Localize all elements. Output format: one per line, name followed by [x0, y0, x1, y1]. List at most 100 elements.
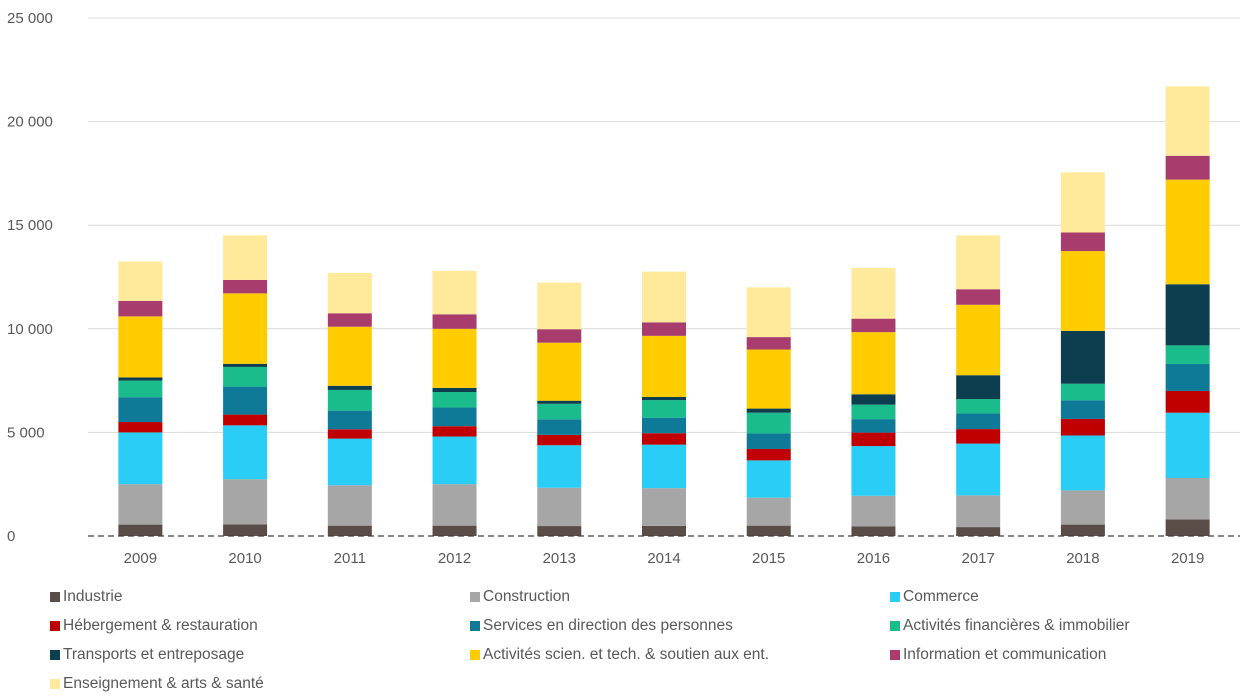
x-tick-label: 2016: [857, 550, 890, 567]
bar-segment-2018: [1060, 400, 1105, 419]
bar-segment-2019: [1165, 345, 1210, 365]
bar-segment-2015: [746, 408, 791, 413]
legend-item: Activités scien. et tech. & soutien aux …: [470, 646, 769, 664]
legend-swatch: [890, 650, 900, 660]
bar-segment-2015: [746, 525, 791, 536]
bar-segment-2011: [327, 429, 372, 439]
bar-segment-2010: [223, 479, 268, 525]
bar-segment-2014: [642, 417, 686, 434]
bar-segment-2016: [851, 404, 896, 420]
legend-label: Activités financières & immobilier: [903, 617, 1130, 634]
bar-segment-2010: [223, 235, 268, 280]
bar-segment-2018: [1060, 330, 1105, 384]
bar-segment-2012: [432, 314, 477, 329]
x-tick-label: 2018: [1066, 550, 1099, 567]
legend-swatch: [470, 592, 480, 602]
bar-segment-2019: [1165, 390, 1210, 413]
bar-segment-2012: [432, 525, 477, 536]
legend-label: Construction: [483, 588, 571, 605]
bar-segment-2016: [851, 318, 896, 333]
bar-segment-2018: [1060, 251, 1105, 331]
bar-segment-2010: [223, 414, 268, 426]
bar-segment-2015: [746, 337, 791, 350]
bar-segment-2018: [1060, 524, 1105, 536]
bar-segment-2014: [642, 444, 686, 489]
x-tick-label: 2010: [228, 550, 261, 567]
bar-segment-2009: [118, 484, 163, 525]
bar-segment-2014: [642, 271, 686, 323]
legend-label: Commerce: [903, 588, 979, 605]
bar-segment-2010: [223, 524, 268, 536]
x-tick-label: 2009: [124, 550, 157, 567]
bar-segment-2010: [223, 425, 268, 480]
bar-segment-2013: [537, 282, 582, 330]
bar-segment-2016: [851, 419, 896, 433]
stacked-bar-chart: 0 5 000 10 000 15 000 20 000 25 000 2009 2010 20…: [7, 10, 1240, 567]
bar-segment-2009: [118, 397, 163, 423]
legend-item: Transports et entreposage: [50, 646, 244, 664]
legend-swatch: [50, 679, 60, 689]
bar-segment-2015: [746, 448, 791, 461]
legend-swatch: [470, 650, 480, 660]
y-tick-label: 20 000: [7, 114, 53, 131]
x-tick-label: 2017: [961, 550, 994, 567]
legend-label: Industrie: [63, 588, 123, 605]
bar-segment-2010: [223, 279, 268, 294]
bar-segment-2019: [1165, 364, 1210, 391]
bar-segment-2016: [851, 446, 896, 496]
bar-segment-2011: [327, 385, 372, 390]
bar-segment-2015: [746, 497, 791, 526]
bar-segment-2016: [851, 432, 896, 447]
x-tick-label: 2014: [647, 550, 680, 567]
bar-segment-2017: [956, 443, 1001, 496]
legend-swatch: [50, 650, 60, 660]
legend-item: Commerce: [890, 588, 979, 606]
bar-segment-2016: [851, 394, 896, 405]
bar-segment-2016: [851, 267, 896, 319]
bar-segment-2011: [327, 326, 372, 386]
y-tick-label: 15 000: [7, 217, 53, 234]
bar-segment-2012: [432, 270, 477, 315]
bar-segment-2017: [956, 375, 1001, 400]
bar-segment-2011: [327, 438, 372, 486]
legend-label: Hébergement & restauration: [63, 617, 258, 634]
bar-segment-2013: [537, 403, 582, 420]
bar-segment-2017: [956, 399, 1001, 414]
y-tick-label: 10 000: [7, 321, 53, 338]
bar-segment-2014: [642, 396, 686, 401]
bar-segment-2011: [327, 410, 372, 430]
bar-segment-2009: [118, 432, 163, 485]
bar-segment-2011: [327, 272, 372, 314]
legend-label: Information et communication: [903, 646, 1107, 663]
bar-segment-2012: [432, 484, 477, 526]
bar-segment-2014: [642, 322, 686, 336]
bar-segment-2017: [956, 495, 1001, 528]
x-tick-label: 2019: [1171, 550, 1204, 567]
bar-segment-2012: [432, 407, 477, 427]
bar-segment-2016: [851, 526, 896, 536]
bar-segment-2019: [1165, 284, 1210, 346]
bar-segment-2010: [223, 293, 268, 364]
y-tick-label: 25 000: [7, 10, 53, 27]
legend-item: Construction: [470, 588, 570, 606]
bar-segment-2017: [956, 413, 1001, 430]
bar-segment-2009: [118, 524, 163, 536]
bar-segment-2009: [118, 422, 163, 433]
bar-segment-2014: [642, 488, 686, 526]
bar-segment-2013: [537, 434, 582, 446]
legend-item: Information et communication: [890, 646, 1106, 664]
bar-segment-2019: [1165, 477, 1210, 520]
bar-segment-2019: [1165, 412, 1210, 478]
legend-swatch: [470, 621, 480, 631]
bar-segment-2011: [327, 525, 372, 536]
bar-segment-2012: [432, 328, 477, 388]
bar-segment-2017: [956, 429, 1001, 444]
legend-label: Enseignement & arts & santé: [63, 675, 264, 692]
legend-label: Services en direction des personnes: [483, 617, 733, 634]
legend-item: Enseignement & arts & santé: [50, 675, 264, 693]
bar-segment-2009: [118, 300, 163, 317]
bar-segment-2015: [746, 433, 791, 449]
bar-segment-2018: [1060, 172, 1105, 233]
x-tick-label: 2012: [438, 550, 471, 567]
bar-segment-2017: [956, 235, 1001, 290]
